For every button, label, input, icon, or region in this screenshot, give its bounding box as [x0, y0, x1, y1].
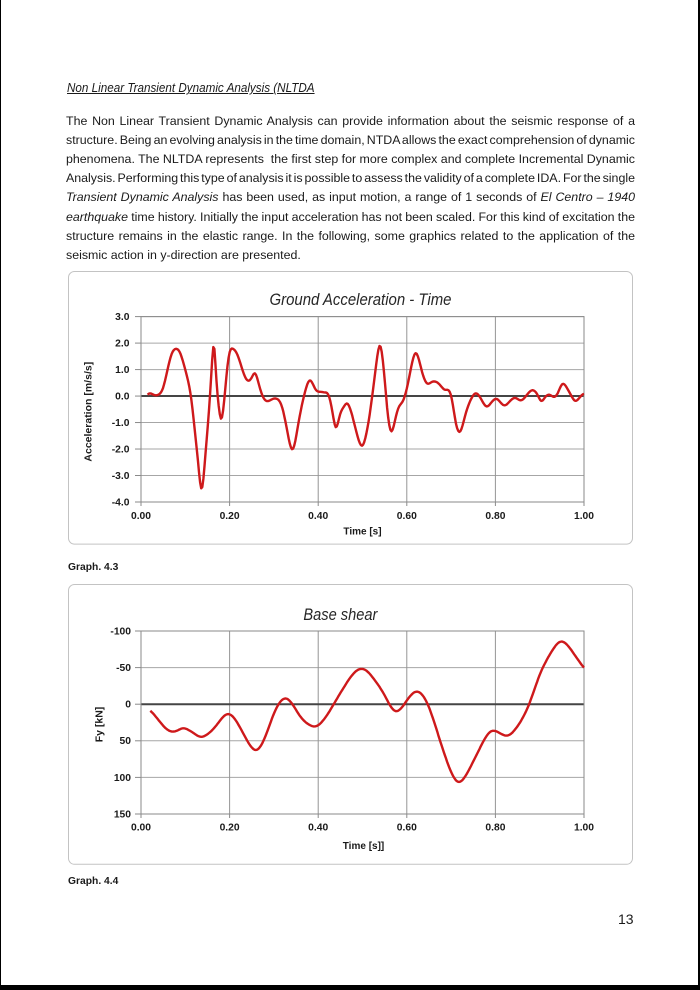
svg-text:0.40: 0.40: [308, 823, 328, 834]
svg-text:0.20: 0.20: [220, 511, 240, 522]
svg-text:150: 150: [114, 810, 131, 821]
svg-text:1.0: 1.0: [115, 365, 130, 376]
svg-text:100: 100: [114, 773, 131, 784]
svg-text:-50: -50: [116, 663, 131, 674]
svg-text:0.00: 0.00: [131, 823, 151, 834]
svg-text:1.00: 1.00: [574, 823, 594, 834]
svg-text:Base shear: Base shear: [303, 606, 378, 624]
svg-text:0.20: 0.20: [220, 823, 240, 834]
svg-text:2.0: 2.0: [115, 339, 130, 350]
svg-text:3.0: 3.0: [115, 312, 130, 323]
svg-text:0.60: 0.60: [397, 823, 417, 834]
svg-text:0.80: 0.80: [485, 823, 505, 834]
svg-text:0.0: 0.0: [115, 392, 130, 403]
svg-text:0.00: 0.00: [131, 511, 151, 522]
svg-text:Fy [kN]: Fy [kN]: [94, 707, 106, 743]
svg-text:Acceleration [m/s/s]: Acceleration [m/s/s]: [82, 362, 94, 462]
svg-text:0.80: 0.80: [485, 511, 505, 522]
svg-text:-3.0: -3.0: [112, 471, 130, 482]
svg-text:-100: -100: [110, 627, 131, 638]
svg-text:50: 50: [120, 737, 132, 748]
svg-text:-4.0: -4.0: [112, 498, 130, 509]
svg-text:1.00: 1.00: [574, 511, 594, 522]
svg-text:Ground Acceleration - Time: Ground Acceleration - Time: [270, 292, 452, 310]
svg-text:0.60: 0.60: [397, 511, 417, 522]
svg-text:-1.0: -1.0: [112, 418, 130, 429]
svg-text:-2.0: -2.0: [112, 445, 130, 456]
svg-text:0: 0: [125, 700, 131, 711]
svg-text:0.40: 0.40: [308, 511, 328, 522]
svg-text:Time [s]: Time [s]: [343, 527, 381, 538]
svg-text:Time [s]]: Time [s]]: [343, 841, 385, 852]
